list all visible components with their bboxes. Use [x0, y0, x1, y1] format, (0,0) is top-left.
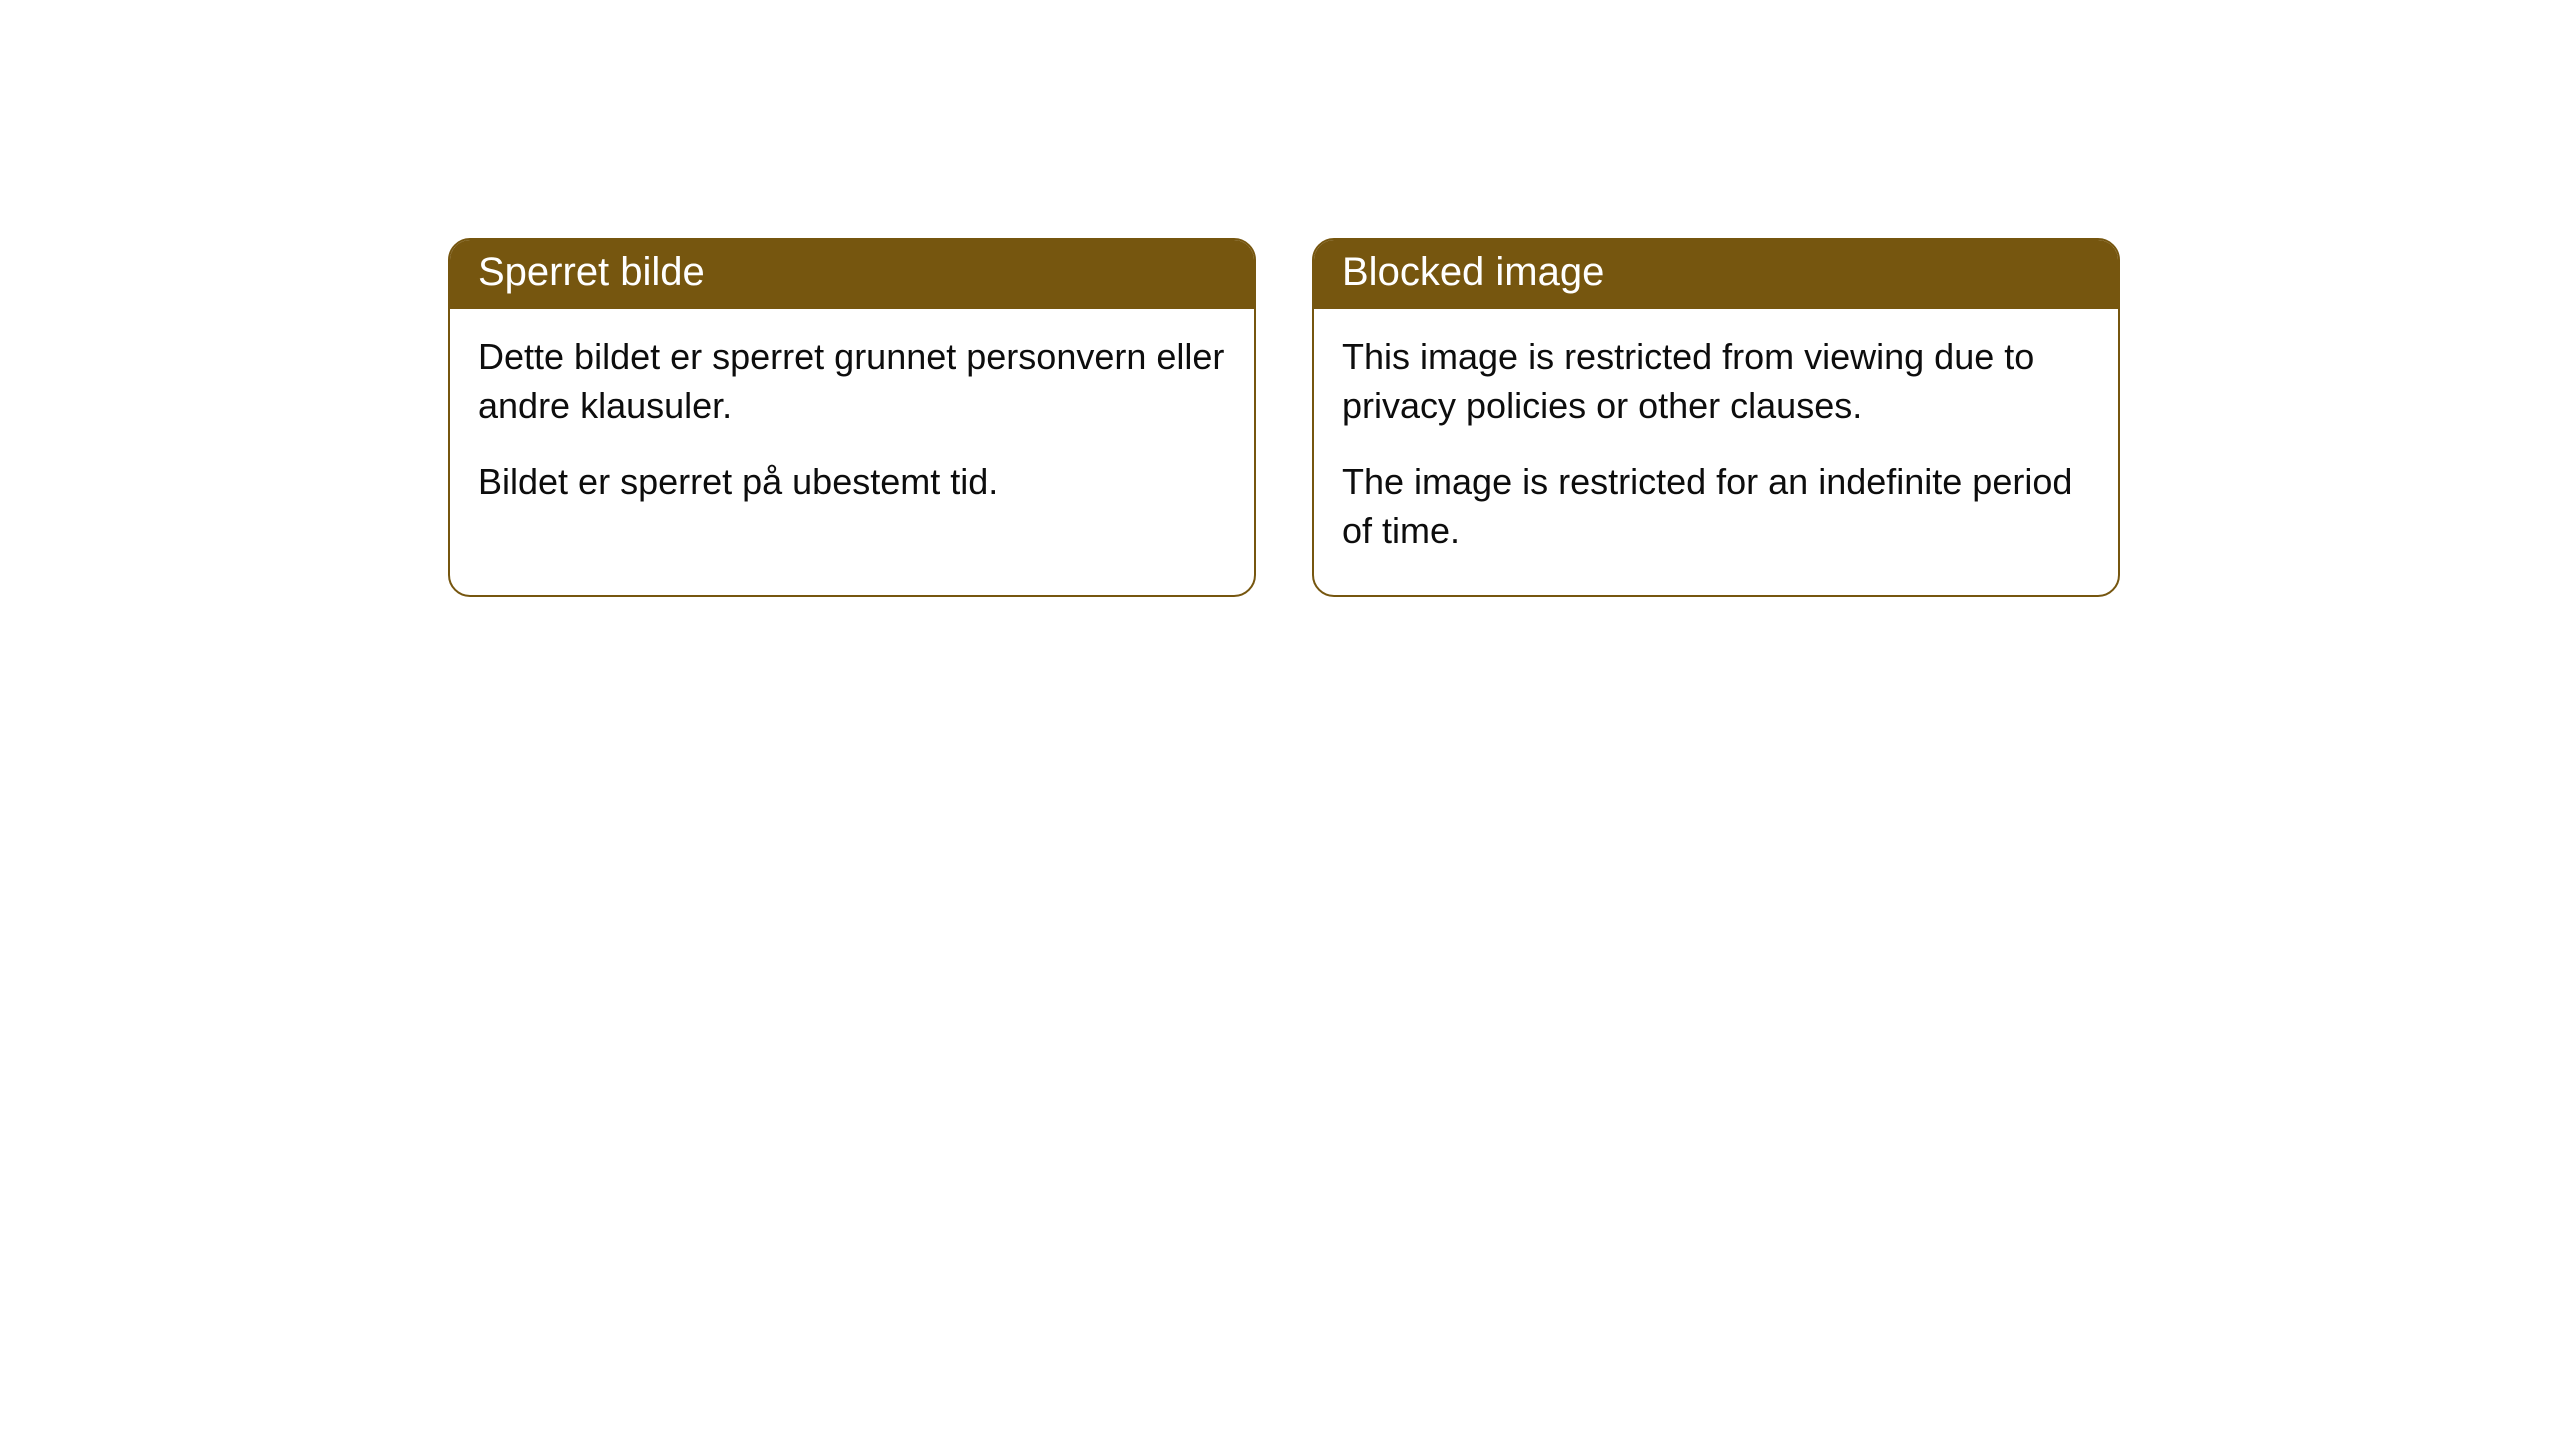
notice-card-english: Blocked image This image is restricted f… — [1312, 238, 2120, 597]
card-paragraph: Bildet er sperret på ubestemt tid. — [478, 458, 1226, 507]
card-title: Sperret bilde — [478, 250, 705, 294]
card-paragraph: Dette bildet er sperret grunnet personve… — [478, 333, 1226, 430]
card-header: Blocked image — [1314, 240, 2118, 309]
card-paragraph: The image is restricted for an indefinit… — [1342, 458, 2090, 555]
card-header: Sperret bilde — [450, 240, 1254, 309]
card-body: Dette bildet er sperret grunnet personve… — [450, 309, 1254, 547]
notice-card-norwegian: Sperret bilde Dette bildet er sperret gr… — [448, 238, 1256, 597]
card-title: Blocked image — [1342, 250, 1604, 294]
card-paragraph: This image is restricted from viewing du… — [1342, 333, 2090, 430]
notice-container: Sperret bilde Dette bildet er sperret gr… — [0, 0, 2560, 597]
card-body: This image is restricted from viewing du… — [1314, 309, 2118, 595]
